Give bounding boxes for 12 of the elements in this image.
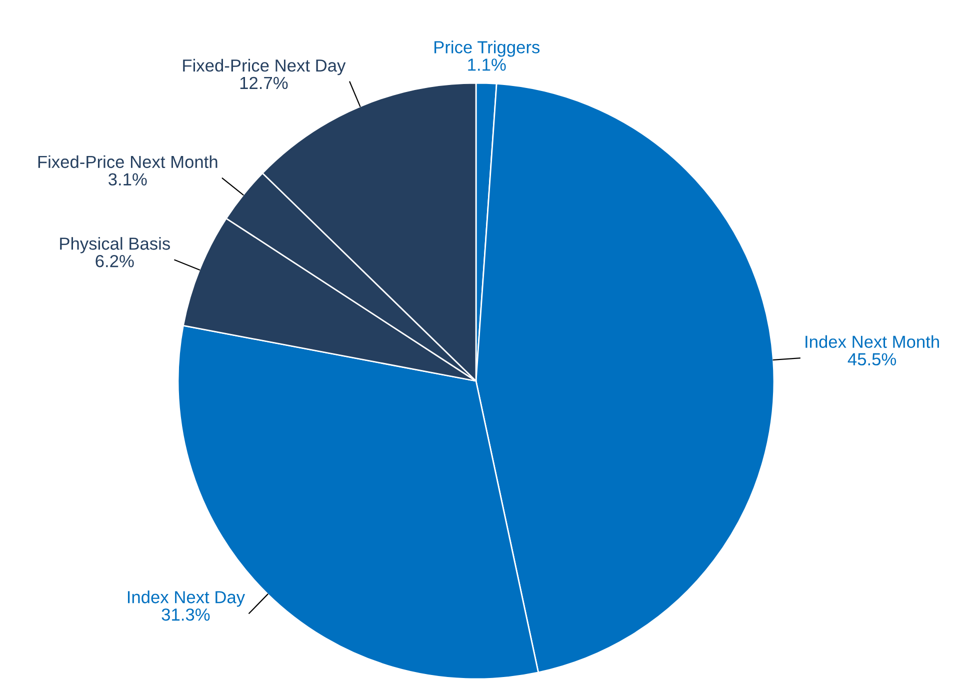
data-label: 12.7% [240,76,288,90]
data-label: 31.3% [162,608,210,621]
data-label: 6.2% [96,254,134,268]
slice-label: Fixed-Price Next Day [183,58,346,76]
slice-label: Index Next Month [806,335,939,348]
slice-label: Physical Basis [60,237,170,254]
slice-label: Index Next Day [128,590,246,607]
slice-label: Price Triggers [434,40,540,57]
slice-label: Fixed-Price Next Month [38,155,218,168]
data-label: 3.1% [108,173,147,186]
data-label: 1.1% [468,58,506,71]
data-label: 45.5% [848,353,896,366]
